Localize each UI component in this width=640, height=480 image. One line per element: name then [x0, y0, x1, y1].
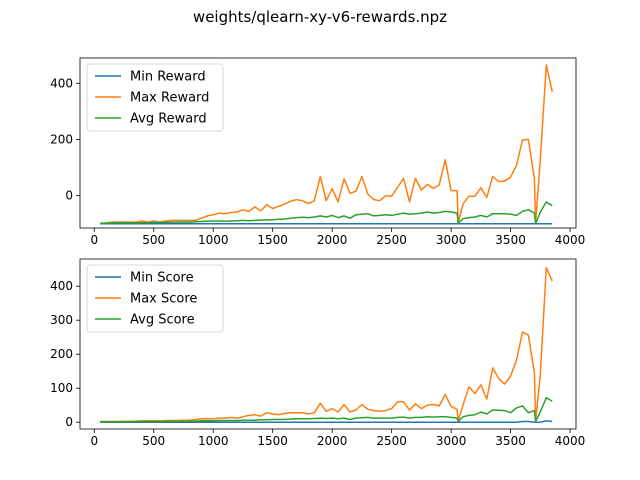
- scores-series-avg-score: [100, 396, 553, 423]
- scores-legend-label: Max Score: [130, 292, 197, 307]
- rewards-axes-frame: [79, 57, 577, 229]
- rewards-chart: 0 500 1000 1500 2000 2500 3000 3500 4000 0 200 400 M…: [50, 57, 586, 247]
- rewards-y-tick-label: 200: [50, 132, 73, 146]
- scores-legend-box: [86, 264, 224, 333]
- scores-series-min-score: [100, 420, 553, 423]
- rewards-x-tick-label: 1500: [257, 233, 288, 247]
- rewards-legend: Min Reward Max Reward Avg Reward: [86, 63, 224, 132]
- scores-legend-label: Min Score: [130, 271, 194, 286]
- scores-legend: Min Score Max Score Avg Score: [86, 264, 224, 333]
- scores-y-tick-label: 100: [50, 381, 73, 395]
- scores-x-tick-label: 1000: [198, 434, 229, 448]
- rewards-x-tick-label: 0: [90, 233, 98, 247]
- rewards-legend-label: Min Reward: [130, 70, 206, 85]
- rewards-x-tick-label: 3000: [436, 233, 467, 247]
- rewards-x-tick-label: 3500: [495, 233, 526, 247]
- rewards-x-tick-label: 2500: [376, 233, 407, 247]
- scores-legend-label: Avg Score: [130, 313, 195, 328]
- rewards-x-tick-label: 1000: [198, 233, 229, 247]
- rewards-x-tick-label: 2000: [317, 233, 348, 247]
- scores-y-tick-label: 300: [50, 313, 73, 327]
- figure-title: weights/qlearn-xy-v6-rewards.npz: [192, 8, 448, 26]
- scores-x-tick-label: 500: [142, 434, 165, 448]
- scores-x-tick-label: 2000: [317, 434, 348, 448]
- rewards-legend-label: Max Reward: [130, 91, 209, 106]
- scores-x-tick-label: 0: [90, 434, 98, 448]
- rewards-y-tick-label: 400: [50, 76, 73, 90]
- scores-y-tick-label: 0: [65, 415, 73, 429]
- rewards-y-tick-label: 0: [65, 189, 73, 203]
- rewards-series-avg-reward: [100, 201, 553, 225]
- scores-x-tick-label: 1500: [257, 434, 288, 448]
- scores-x-tick-label: 2500: [376, 434, 407, 448]
- scores-x-tick-label: 3000: [436, 434, 467, 448]
- rewards-legend-box: [86, 63, 224, 132]
- rewards-legend-label: Avg Reward: [130, 112, 207, 127]
- rewards-x-tick-label: 4000: [555, 233, 586, 247]
- scores-axes-frame: [79, 258, 577, 430]
- scores-y-tick-label: 400: [50, 279, 73, 293]
- scores-x-tick-label: 4000: [555, 434, 586, 448]
- scores-chart: 0 500 1000 1500 2000 2500 3000 3500 4000 0 100 200 3…: [50, 258, 586, 448]
- rewards-series-max-reward: [100, 64, 553, 225]
- scores-y-tick-label: 200: [50, 347, 73, 361]
- rewards-x-tick-label: 500: [142, 233, 165, 247]
- scores-x-tick-label: 3500: [495, 434, 526, 448]
